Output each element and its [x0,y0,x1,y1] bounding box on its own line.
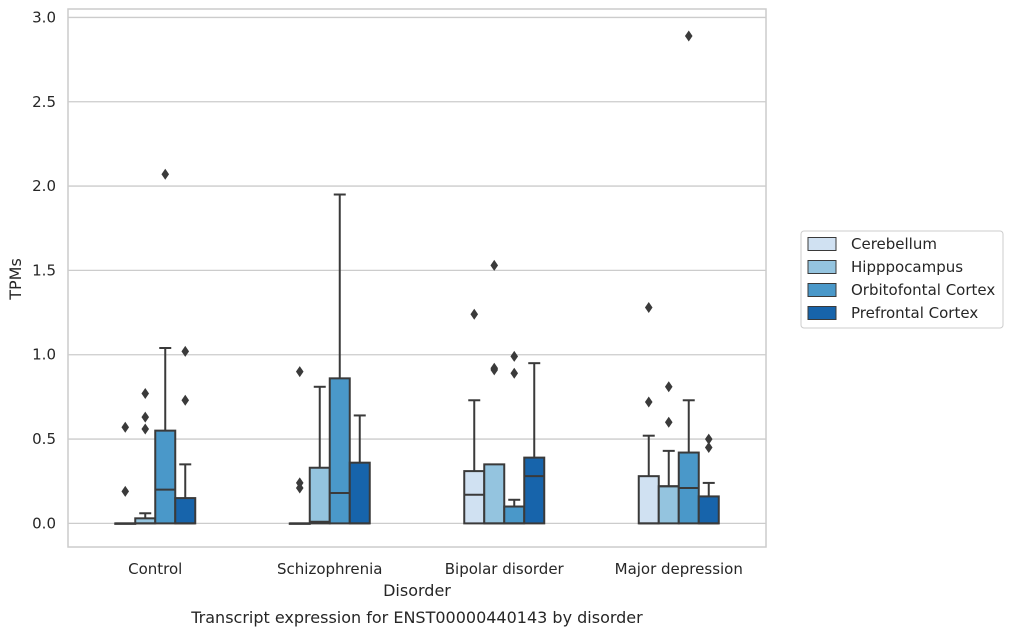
y-tick-label: 0.5 [32,430,56,448]
series-orbitofontal-cortex [154,30,700,525]
series-cerebellum [114,302,660,525]
box [463,470,486,525]
outlier-point [141,423,150,435]
outlier-point [490,362,499,374]
box [174,497,197,525]
y-tick-label: 2.0 [32,177,56,195]
outlier-point [181,394,190,406]
y-tick-label: 2.5 [32,93,56,111]
outlier-point [490,259,499,271]
x-axis-label: Disorder [383,581,451,600]
box [637,475,660,525]
legend-label: Orbitofontal Cortex [851,281,995,299]
box [348,461,371,525]
legend-label: Prefrontal Cortex [851,304,978,322]
outlier-point [644,302,653,314]
plot-boxes [114,30,720,525]
outlier-point [470,308,479,320]
legend-label: Hipppocampus [851,258,963,276]
legend-label: Cerebellum [851,235,937,253]
x-tick-label: Bipolar disorder [445,560,565,578]
x-tick-label: Schizophrenia [277,560,382,578]
outlier-point [295,477,304,489]
legend-swatch [807,260,837,274]
y-tick-label: 1.5 [32,261,56,279]
outlier-point [141,388,150,400]
chart-caption: Transcript expression for ENST0000044014… [190,608,643,627]
y-axis-label: TPMs [6,258,25,301]
outlier-point [704,433,713,445]
box [697,495,720,525]
outlier-point [121,421,130,433]
outlier-point [684,30,693,42]
box [657,485,680,525]
outlier-point [510,350,519,362]
box [308,466,331,525]
y-tick-label: 3.0 [32,8,56,26]
box [483,463,506,525]
x-axis-ticks: Control Schizophrenia Bipolar disorder Majo… [128,560,743,578]
box [154,429,177,525]
x-tick-label: Control [128,560,182,578]
legend-swatch [807,283,837,297]
outlier-point [644,396,653,408]
outlier-point [181,345,190,357]
outlier-point [121,485,130,497]
box [503,505,526,525]
y-axis-ticks: 0.0 0.5 1.0 1.5 2.0 2.5 3.0 [32,8,56,532]
outlier-point [295,366,304,378]
box [328,377,351,525]
outlier-point [510,367,519,379]
y-tick-label: 1.0 [32,346,56,364]
outlier-point [664,381,673,393]
outlier-point [141,411,150,423]
plot-frame [67,8,767,548]
legend-swatch [807,237,837,251]
series-prefrontal-cortex [174,345,720,525]
x-tick-label: Major depression [615,560,743,578]
outlier-point [161,168,170,180]
series-hipppocampus [134,259,680,525]
y-tick-label: 0.0 [32,514,56,532]
legend: Cerebellum Hipppocampus Orbitofontal Corte… [800,230,1004,329]
outlier-point [704,441,713,453]
outlier-point [664,416,673,428]
legend-swatch [807,306,837,320]
legend-frame [800,230,1004,329]
box [523,456,546,525]
